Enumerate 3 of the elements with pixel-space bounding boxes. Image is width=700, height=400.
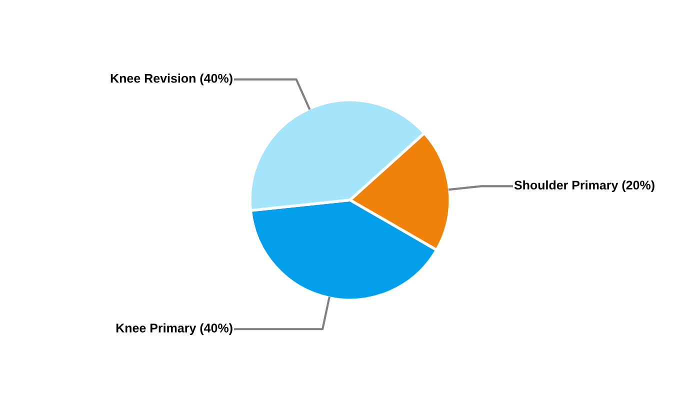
slice-label: Shoulder Primary (20%)	[514, 180, 654, 192]
slice-label: Knee Revision (40%)	[110, 74, 232, 86]
slice-label: Knee Primary (40%)	[116, 323, 232, 335]
